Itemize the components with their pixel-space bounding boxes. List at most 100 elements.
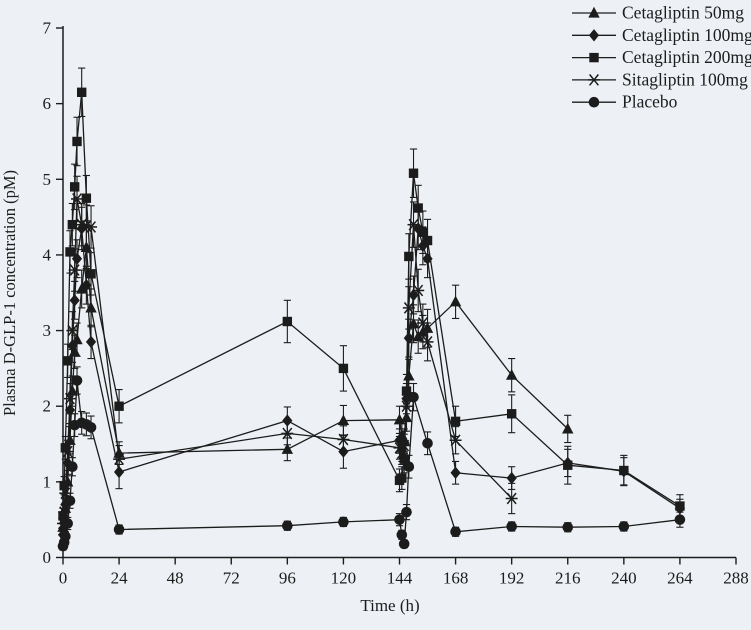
legend-item-placebo: Placebo	[572, 92, 678, 112]
circle-marker	[71, 375, 83, 386]
asterisk-marker	[66, 324, 79, 337]
diamond-marker	[81, 278, 92, 292]
square-marker	[506, 409, 517, 419]
series-sitagliptin-100mg	[57, 175, 518, 532]
legend-circle-marker	[588, 96, 600, 108]
circle-marker	[396, 529, 408, 541]
triangle-marker	[449, 295, 462, 307]
square-marker	[59, 480, 69, 491]
legend-label: Cetagliptin 100mg	[622, 25, 751, 45]
square-marker	[69, 182, 80, 192]
circle-marker	[398, 538, 410, 550]
diamond-marker	[282, 414, 293, 427]
y-tick-label: 1	[43, 472, 52, 491]
legend-item-cetagliptin-100mg: Cetagliptin 100mg	[572, 25, 751, 45]
circle-marker	[85, 422, 97, 433]
square-marker	[422, 235, 433, 246]
square-marker	[282, 316, 293, 327]
axis-tick-labels: 0 1 2 3 4 5 6 7 0 24 48 72 96 120 144 168 192 216 240 264 28…	[43, 19, 749, 588]
square-marker	[86, 269, 96, 279]
circle-marker	[403, 461, 415, 473]
triangle-marker	[505, 369, 518, 380]
y-tick-label: 2	[43, 397, 52, 416]
circle-marker	[422, 437, 433, 449]
y-tick-label: 7	[43, 19, 52, 38]
x-tick-label: 120	[331, 569, 357, 588]
legend-item-sitagliptin-100mg: Sitagliptin 100mg	[572, 69, 748, 89]
square-marker	[418, 227, 428, 237]
triangle-marker	[281, 443, 294, 454]
circle-marker	[64, 495, 76, 507]
square-marker	[397, 473, 407, 483]
asterisk-marker	[407, 218, 420, 231]
x-tick-label: 24	[111, 569, 129, 588]
square-marker	[404, 251, 414, 262]
asterisk-marker	[281, 427, 294, 440]
asterisk-marker	[400, 400, 413, 413]
circle-marker	[401, 506, 412, 518]
circle-marker	[506, 521, 517, 532]
triangle-marker	[337, 414, 350, 426]
x-tick-label: 192	[499, 569, 525, 588]
circle-marker	[450, 526, 461, 538]
square-marker	[114, 401, 124, 411]
asterisk-marker	[398, 439, 411, 452]
circle-marker	[562, 521, 574, 533]
y-tick-label: 5	[43, 170, 52, 189]
asterisk-marker	[71, 193, 84, 205]
series-line-cetagliptin-200mg	[62, 92, 681, 516]
circle-marker	[62, 518, 73, 529]
square-marker	[408, 168, 419, 178]
axis-ticks	[56, 27, 737, 565]
circle-marker	[408, 391, 419, 403]
legend-square-marker	[589, 52, 599, 63]
asterisk-marker	[449, 434, 462, 447]
diamond-marker	[450, 466, 461, 479]
series-placebo	[57, 366, 686, 552]
square-marker	[338, 363, 349, 374]
y-axis-label: Plasma D-GLP-1 concentration (pM)	[0, 170, 19, 416]
legend-asterisk-marker	[588, 74, 600, 86]
x-tick-label: 168	[443, 569, 469, 588]
y-tick-label: 6	[43, 94, 52, 113]
triangle-marker	[71, 333, 83, 345]
square-marker	[675, 501, 685, 511]
circle-marker	[60, 531, 71, 542]
asterisk-marker	[113, 453, 126, 466]
series-line-placebo	[62, 380, 680, 547]
y-tick-label: 0	[43, 548, 52, 567]
x-tick-label: 240	[611, 569, 637, 588]
asterisk-marker	[68, 264, 81, 276]
asterisk-marker	[505, 492, 518, 505]
circle-marker	[674, 514, 686, 525]
legend-label: Cetagliptin 50mg	[622, 3, 744, 23]
square-marker	[81, 193, 92, 203]
square-marker	[62, 356, 73, 366]
x-tick-label: 288	[723, 569, 749, 588]
legend-item-cetagliptin-50mg: Cetagliptin 50mg	[572, 3, 744, 23]
asterisk-marker	[416, 317, 429, 329]
diamond-marker	[85, 335, 97, 349]
x-tick-label: 144	[387, 569, 413, 588]
asterisk-marker	[412, 284, 425, 297]
asterisk-marker	[85, 221, 98, 233]
square-marker	[67, 219, 78, 230]
legend-item-cetagliptin-200mg: Cetagliptin 200mg	[572, 47, 751, 67]
x-tick-label: 72	[223, 569, 240, 588]
x-tick-label: 216	[555, 569, 581, 588]
x-tick-label: 0	[59, 569, 68, 588]
y-tick-label: 4	[43, 245, 52, 264]
legend-diamond-marker	[588, 29, 600, 42]
square-marker	[65, 247, 75, 257]
x-tick-label: 264	[667, 569, 693, 588]
y-tick-label: 3	[43, 321, 52, 340]
diamond-marker	[506, 471, 517, 485]
circle-marker	[282, 520, 293, 532]
diamond-marker	[403, 331, 414, 345]
legend-label: Sitagliptin 100mg	[622, 69, 748, 89]
asterisk-marker	[61, 445, 74, 458]
square-marker	[450, 416, 461, 427]
x-tick-label: 48	[167, 569, 184, 588]
